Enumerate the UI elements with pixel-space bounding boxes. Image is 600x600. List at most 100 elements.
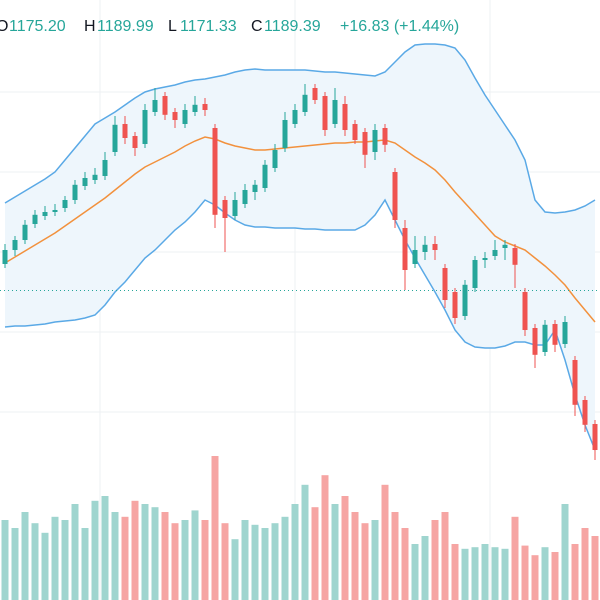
volume-bar [421, 536, 429, 600]
volume-bar [581, 528, 589, 600]
volume-bar [61, 520, 69, 600]
candle-body [492, 250, 498, 256]
candle-body [302, 94, 308, 112]
volume-bar [261, 528, 269, 600]
candle-body [142, 110, 148, 144]
volume-bar [251, 524, 259, 600]
close-label: C [251, 18, 263, 35]
volume-bar [361, 523, 369, 600]
volume-bar [341, 496, 349, 600]
volume-bar [521, 545, 529, 600]
candle-body [472, 260, 478, 288]
candle-body [232, 200, 238, 216]
candle-body [2, 250, 8, 264]
volume-bar [381, 484, 389, 600]
change: +16.83 (+1.44%) [340, 18, 459, 35]
volume-bar [531, 555, 539, 600]
volume-bar [471, 547, 479, 600]
candle-body [442, 268, 448, 300]
candle-body [192, 104, 198, 112]
candle-body [22, 224, 28, 240]
candle-body [282, 120, 288, 148]
volume-bar [401, 528, 409, 600]
candle-body [162, 96, 168, 115]
candle-body [372, 130, 378, 152]
volume-bar [41, 532, 49, 600]
candles [2, 84, 598, 460]
low-value: 1171.33 [180, 18, 237, 35]
volume-bar [1, 520, 9, 600]
volume-bar [211, 456, 219, 600]
candle-body [312, 88, 318, 100]
candle-body [72, 184, 78, 200]
candle-body [482, 258, 488, 260]
volume-bar [411, 544, 419, 600]
candle-body [582, 400, 588, 425]
volume-bar [391, 512, 399, 600]
volume-bar [161, 512, 169, 600]
candle-body [292, 110, 298, 124]
volume-bar [191, 510, 199, 600]
volume-bar [561, 504, 569, 600]
candle-body [262, 164, 268, 188]
candle-body [572, 360, 578, 405]
volume-bar [481, 544, 489, 600]
candle-body [522, 292, 528, 330]
volume-bar [321, 475, 329, 600]
volume-bar [231, 539, 239, 600]
volume-bar [151, 507, 159, 600]
candle-body [242, 190, 248, 204]
middle-band-line [4, 136, 596, 323]
volume-bar [111, 512, 119, 600]
candle-body [382, 128, 388, 145]
candle-body [32, 214, 38, 224]
lower-band-line [4, 198, 596, 451]
candle-body [342, 104, 348, 130]
volume-bar [351, 512, 359, 600]
volume-bar [461, 548, 469, 600]
candle-body [592, 424, 598, 450]
candle-body [422, 244, 428, 252]
volume-bar [431, 520, 439, 600]
volume-bar [591, 536, 599, 600]
high-value: 1189.99 [97, 18, 154, 35]
candle-body [132, 136, 138, 148]
volume-bar [221, 523, 229, 600]
volume-bar [71, 504, 79, 600]
candle-body [332, 100, 338, 124]
candle-body [432, 244, 438, 250]
candle-body [92, 174, 98, 180]
candle-body [462, 284, 468, 316]
volume-bar [241, 520, 249, 600]
high-label: H [84, 18, 96, 35]
candle-body [392, 172, 398, 220]
volume-bar [181, 520, 189, 600]
volume-bar [121, 516, 129, 600]
open-value: 1175.20 [9, 18, 66, 35]
volume-bar [541, 547, 549, 600]
volume-bar [501, 548, 509, 600]
upper-band-line [4, 43, 596, 214]
volume-bar [201, 520, 209, 600]
candle-body [182, 110, 188, 124]
candle-body [12, 240, 18, 250]
candle-body [252, 184, 258, 192]
volume [1, 456, 599, 600]
candle-body [452, 292, 458, 318]
volume-bar [271, 523, 279, 600]
volume-bar [31, 523, 39, 600]
volume-bar [511, 516, 519, 600]
candle-body [402, 228, 408, 270]
candle-body [52, 210, 58, 212]
volume-bar [281, 516, 289, 600]
volume-bar [331, 504, 339, 600]
volume-bar [141, 504, 149, 600]
candle-body [532, 328, 538, 355]
volume-bar [451, 544, 459, 600]
candle-body [42, 212, 48, 216]
candle-body [122, 124, 128, 138]
volume-bar [21, 512, 29, 600]
candle-body [272, 150, 278, 168]
candle-body [222, 200, 228, 218]
